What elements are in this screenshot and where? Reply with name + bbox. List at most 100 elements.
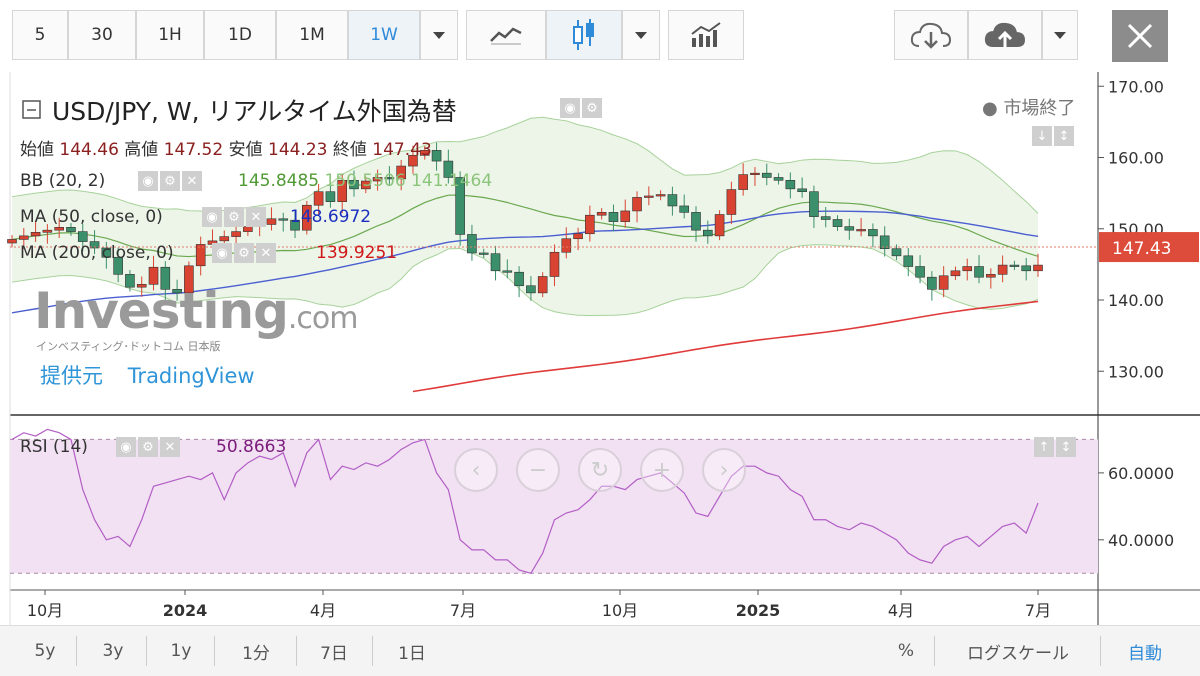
log-scale-button[interactable]: ログスケール (967, 643, 1069, 664)
time-tick-label: 4月 (888, 601, 914, 620)
scroll-right-button[interactable]: › (702, 448, 746, 492)
candle-body (302, 204, 312, 231)
cloud-download-button[interactable] (894, 10, 968, 60)
line-chart-button[interactable] (466, 10, 546, 60)
candle-body (820, 216, 831, 220)
price-tick-label: 140.00 (1108, 291, 1164, 310)
reset-button[interactable]: ↻ (578, 448, 622, 492)
indicators-button[interactable] (668, 10, 744, 60)
candle-body (42, 229, 53, 233)
ma200-line (412, 300, 1039, 393)
chart-type-dropdown-button[interactable] (622, 10, 660, 60)
bb-upper-value: 150.5506 (324, 171, 406, 191)
cloud-upload-button[interactable] (968, 10, 1042, 60)
interval-1w-button[interactable]: 1W (348, 10, 420, 60)
ma50-legend: MA (50, close, 0) (20, 207, 163, 227)
close-icon[interactable]: ✕ (246, 207, 266, 227)
gear-icon[interactable]: ⚙ (138, 437, 158, 457)
ma50-settings-icons: ◉ ⚙ ✕ (202, 207, 266, 227)
rsi-settings-icons: ◉ ⚙ ✕ (116, 437, 180, 457)
candle-body (832, 219, 843, 227)
candle-body (360, 180, 371, 190)
rsi-legend: RSI (14) (20, 437, 88, 457)
price-tick-label: 130.00 (1108, 362, 1164, 381)
bb-values: 145.8485 150.5506 141.1464 (238, 171, 492, 191)
eye-icon[interactable]: ◉ (138, 171, 158, 191)
separator (296, 636, 297, 666)
interval-1h-button[interactable]: 1H (136, 10, 204, 60)
bottom-bar: 5y 3y 1y 1分 7日 1日 % ログスケール 自動 (0, 625, 1200, 676)
candle-body (502, 270, 513, 273)
range-5y-button[interactable]: 5y (34, 641, 56, 661)
candle-body (455, 177, 465, 235)
auto-scale-button[interactable]: 自動 (1128, 643, 1162, 664)
interval-1d-button[interactable]: 1D (204, 10, 276, 60)
collapse-icon[interactable] (22, 100, 42, 120)
range-1d-button[interactable]: 1日 (398, 643, 426, 664)
eye-icon[interactable]: ◉ (212, 243, 232, 263)
candle-body (809, 191, 819, 217)
candle-body (997, 264, 1008, 275)
interval-dropdown-button[interactable] (420, 10, 458, 60)
interval-label: 5 (34, 25, 46, 45)
interval-5-button[interactable]: 5 (12, 10, 68, 60)
candle-body (290, 219, 300, 231)
candle-body (938, 275, 949, 290)
candle-body (30, 232, 41, 237)
gear-icon[interactable]: ⚙ (234, 243, 254, 263)
candle-body (101, 247, 112, 258)
candle-body (18, 235, 29, 240)
candle-body (372, 177, 383, 182)
zoom-out-button[interactable]: − (516, 448, 560, 492)
ohlc-row: 始値 144.46 高値 147.52 安値 144.23 終値 147.43 (20, 135, 432, 160)
gear-icon[interactable]: ⚙ (582, 98, 602, 118)
candle-body (879, 235, 890, 249)
candle-body (349, 180, 359, 190)
range-1min-button[interactable]: 1分 (242, 643, 270, 664)
interval-30-button[interactable]: 30 (68, 10, 136, 60)
ma200-label: MA (200, close, 0) (20, 243, 174, 263)
scroll-left-button[interactable]: ‹ (454, 448, 498, 492)
chevron-down-icon (433, 31, 445, 39)
chevron-left-icon: ‹ (471, 457, 481, 483)
candlestick-button[interactable] (546, 10, 622, 60)
close-icon[interactable]: ✕ (256, 243, 276, 263)
candle-body (1009, 264, 1020, 267)
chart-canvas[interactable]: 170.00160.00150.00140.00130.00147.4360.0… (0, 72, 1200, 630)
zoom-in-button[interactable]: + (640, 448, 684, 492)
candle-body (608, 212, 619, 222)
range-3y-button[interactable]: 3y (102, 641, 124, 661)
candle-body (549, 251, 560, 277)
ma50-label: MA (50, close, 0) (20, 207, 163, 227)
candle-body (950, 270, 961, 277)
arrow-up-icon[interactable]: ↑ (1034, 437, 1054, 457)
save-dropdown-button[interactable] (1042, 10, 1078, 60)
chevron-down-icon (635, 31, 647, 39)
range-7d-button[interactable]: 7日 (320, 643, 348, 664)
investing-logo: Investing.com (34, 282, 358, 340)
close-button[interactable] (1112, 10, 1168, 62)
candle-body (868, 229, 878, 237)
range-1y-button[interactable]: 1y (170, 641, 192, 661)
gear-icon[interactable]: ⚙ (160, 171, 180, 191)
percent-scale-button[interactable]: % (897, 641, 915, 661)
close-icon[interactable]: ✕ (182, 171, 202, 191)
eye-icon[interactable]: ◉ (560, 98, 580, 118)
candle-body (726, 189, 737, 215)
close-value: 147.43 (372, 140, 432, 160)
candle-body (927, 276, 937, 290)
provided-by-label: 提供元 (40, 364, 103, 388)
gear-icon[interactable]: ⚙ (224, 207, 244, 227)
arrow-updown-icon[interactable]: ↕ (1056, 437, 1076, 457)
provider-link[interactable]: TradingView (127, 364, 255, 388)
rsi-tick-label: 40.0000 (1108, 531, 1174, 550)
close-icon[interactable]: ✕ (160, 437, 180, 457)
eye-icon[interactable]: ◉ (202, 207, 222, 227)
market-status-text: 市場終了 (1003, 98, 1076, 119)
arrow-down-icon[interactable]: ↓ (1032, 126, 1052, 146)
eye-icon[interactable]: ◉ (116, 437, 136, 457)
interval-1m-button[interactable]: 1M (276, 10, 348, 60)
interval-label: 30 (91, 25, 113, 45)
close-icon (1127, 23, 1153, 49)
arrow-updown-icon[interactable]: ↕ (1054, 126, 1074, 146)
